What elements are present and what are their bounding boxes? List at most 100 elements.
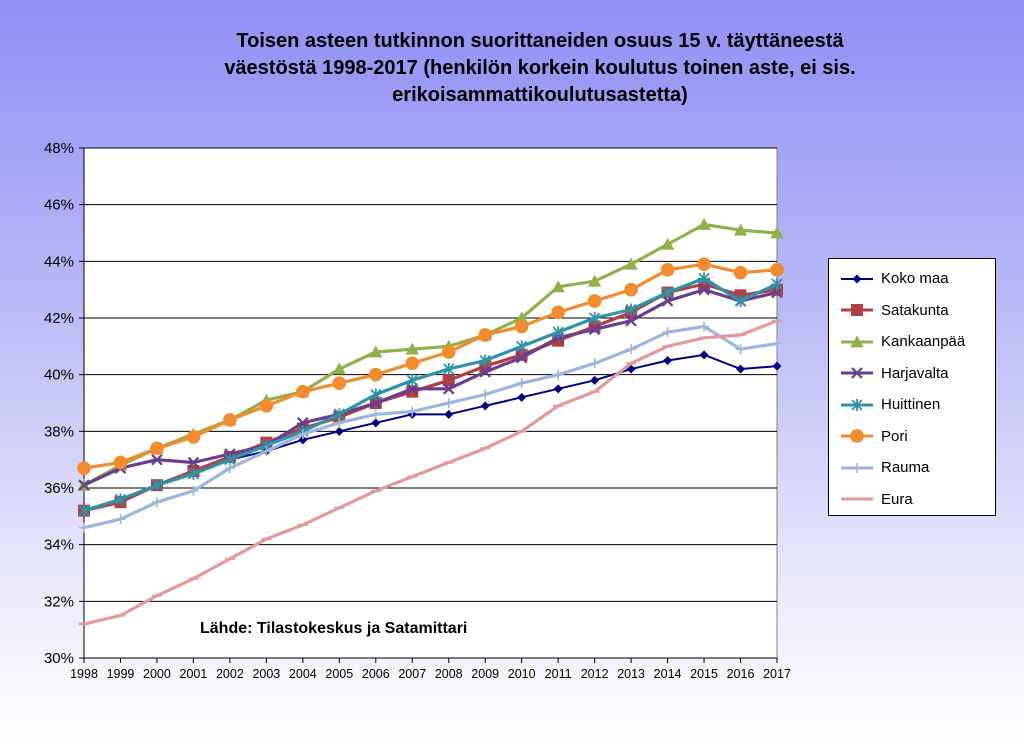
data-point-marker <box>78 479 90 491</box>
x-tick-label: 2014 <box>654 667 682 681</box>
legend-swatch <box>841 497 873 501</box>
series-line <box>83 222 778 487</box>
series-line <box>83 319 778 626</box>
x-tick-label: 2005 <box>325 667 353 681</box>
data-point-marker <box>296 384 310 399</box>
series-eura <box>79 319 782 626</box>
legend-item: Huittinen <box>829 389 995 421</box>
data-point-marker <box>851 367 863 380</box>
y-tick-label: 44% <box>44 253 74 270</box>
data-point-marker <box>480 389 491 400</box>
x-tick-label: 2017 <box>763 667 791 681</box>
data-point-marker <box>297 429 308 440</box>
legend-item: Satakunta <box>829 295 995 327</box>
data-point-marker <box>261 446 272 457</box>
data-point-marker <box>334 417 345 428</box>
legend-label: Huittinen <box>881 396 941 414</box>
legend-label: Koko maa <box>881 270 949 288</box>
data-point-marker <box>588 274 602 287</box>
data-point-marker <box>735 344 746 355</box>
data-point-marker <box>770 263 784 277</box>
data-point-marker <box>515 311 529 324</box>
x-tick-label: 2008 <box>435 667 463 681</box>
data-point-marker <box>698 283 710 296</box>
data-point-marker <box>588 323 601 336</box>
x-tick-label: 2010 <box>508 667 536 681</box>
series-layer <box>77 217 784 626</box>
data-point-marker <box>624 257 638 270</box>
data-point-marker <box>733 223 748 236</box>
chart-title-line-2: väestöstä 1998-2017 (henkilön korkein ko… <box>224 57 856 79</box>
data-point-marker <box>187 467 200 480</box>
data-point-marker <box>661 286 674 299</box>
data-point-marker <box>588 312 601 324</box>
y-tick-label: 48% <box>44 140 74 157</box>
data-point-marker <box>551 280 565 293</box>
x-tick-label: 2009 <box>471 667 499 681</box>
legend-swatch <box>841 398 873 411</box>
x-tick-label: 1998 <box>70 667 98 681</box>
data-point-marker <box>405 342 419 355</box>
legend-swatch <box>841 429 873 444</box>
data-point-marker <box>368 367 383 382</box>
data-point-marker <box>406 383 419 395</box>
y-tick-label: 34% <box>44 537 74 554</box>
x-tick-label: 2016 <box>727 667 755 681</box>
data-point-marker <box>590 375 600 385</box>
data-point-marker <box>516 340 528 353</box>
legend-swatch <box>841 367 873 380</box>
data-point-marker <box>224 463 235 474</box>
y-tick-label: 36% <box>44 480 74 497</box>
legend-item: Eura <box>829 484 995 516</box>
data-point-marker <box>151 479 163 492</box>
data-point-marker <box>589 358 600 369</box>
data-point-marker <box>259 399 274 413</box>
data-point-marker <box>852 274 862 284</box>
data-point-marker <box>660 237 675 250</box>
data-point-marker <box>405 356 420 371</box>
x-tick-label: 2012 <box>581 667 609 681</box>
data-point-marker <box>850 335 864 348</box>
series-line <box>83 276 778 513</box>
chart-title-line-3: erikoisammattikoulutusastetta) <box>392 84 688 106</box>
legend-label: Eura <box>881 490 913 508</box>
data-point-marker <box>551 305 565 320</box>
y-tick-label: 38% <box>44 423 74 440</box>
chart-title-line-1: Toisen asteen tutkinnon suorittaneiden o… <box>236 30 844 52</box>
data-point-marker <box>734 295 747 307</box>
data-point-marker <box>662 327 673 338</box>
data-point-marker <box>587 294 602 308</box>
data-point-marker <box>772 338 782 349</box>
data-point-marker <box>771 286 783 299</box>
data-point-marker <box>770 226 784 239</box>
legend-label: Harjavalta <box>881 364 949 382</box>
data-point-marker <box>772 361 782 371</box>
data-point-marker <box>113 455 128 470</box>
y-axis: 30% 32% 34% 36% 38% 40% 42% 44% 46% 48% <box>44 140 85 667</box>
legend: Koko maa Satakunta Kankaanpää Harjavalta Hui… <box>828 258 996 516</box>
x-tick-label: 2000 <box>143 667 171 681</box>
data-point-marker <box>515 351 528 364</box>
data-point-marker <box>736 364 746 374</box>
data-point-marker <box>553 384 563 394</box>
data-point-marker <box>406 374 418 387</box>
legend-item: Kankaanpää <box>829 326 995 358</box>
x-tick-label: 2003 <box>252 667 280 681</box>
data-point-marker <box>851 304 863 317</box>
data-point-marker <box>78 504 90 517</box>
series-line <box>83 288 778 487</box>
data-point-marker <box>514 319 529 334</box>
data-point-marker <box>660 263 675 277</box>
data-point-marker <box>517 392 527 402</box>
data-point-marker <box>332 362 346 375</box>
data-point-marker <box>443 363 455 375</box>
x-tick-label: 1999 <box>107 667 135 681</box>
data-point-marker <box>332 376 347 390</box>
legend-label: Rauma <box>881 459 930 477</box>
legend-swatch <box>841 304 873 317</box>
data-point-marker <box>699 350 709 360</box>
data-point-marker <box>114 493 127 506</box>
data-point-marker <box>733 265 748 280</box>
legend-label: Kankaanpää <box>881 333 966 351</box>
